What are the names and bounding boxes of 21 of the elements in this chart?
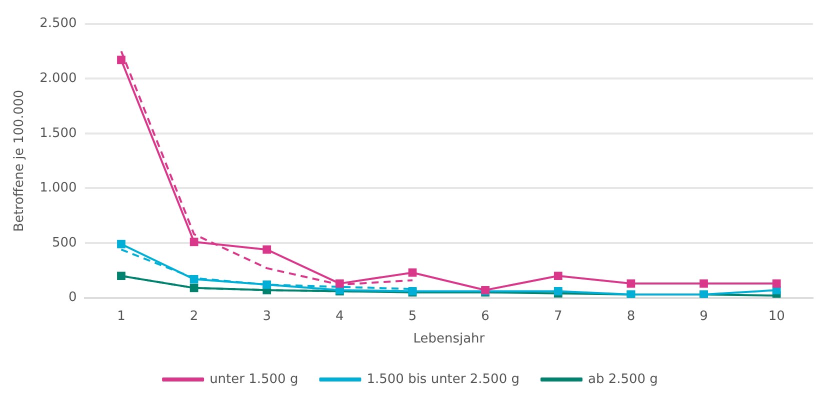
x-tick-label: 7: [554, 308, 562, 324]
x-tick-label: 9: [700, 308, 708, 324]
x-tick-label: 1: [117, 308, 126, 324]
x-tick-label: 3: [262, 308, 272, 324]
legend-label: 1.500 bis unter 2.500 g: [366, 372, 520, 387]
x-tick-label: 6: [481, 308, 490, 324]
x-axis-title: Lebensjahr: [413, 332, 486, 347]
y-tick-label: 1.500: [40, 126, 77, 141]
y-tick-label: 2.500: [40, 16, 77, 32]
y-tick-label: 2.000: [40, 70, 77, 86]
x-tick-label: 5: [408, 308, 417, 324]
x-tick-label: 8: [626, 308, 636, 324]
y-axis-title: Betroffene je 100.000: [12, 90, 28, 232]
y-tick-label: 1.000: [40, 180, 77, 196]
x-tick-label: 4: [336, 308, 344, 324]
legend-label: unter 1.500 g: [210, 372, 298, 387]
x-tick-label: 2: [190, 308, 198, 324]
x-tick-label: 10: [768, 308, 785, 324]
legend-label: ab 2.500 g: [588, 372, 658, 387]
y-tick-label: 500: [52, 235, 77, 250]
y-tick-label: 0: [68, 290, 77, 306]
